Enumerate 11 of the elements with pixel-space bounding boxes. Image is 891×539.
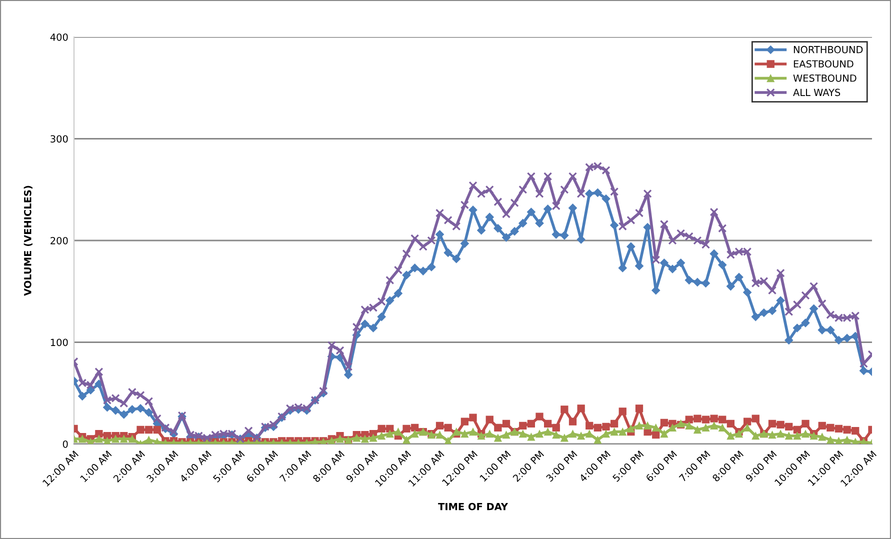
legend-label: NORTHBOUND <box>794 46 863 54</box>
legend-label: WESTBOUND <box>793 74 856 82</box>
y-tick-label: 0 <box>62 440 68 448</box>
y-tick-label: 100 <box>50 338 68 346</box>
y-axis-title: VOLUME (VEHICLES) <box>24 186 32 296</box>
x-axis-title: TIME OF DAY <box>438 502 508 510</box>
legend-label: EASTBOUND <box>794 60 854 68</box>
y-tick-label: 300 <box>50 135 68 143</box>
legend-label: ALL WAYS <box>793 88 840 96</box>
y-tick-label: 200 <box>50 236 68 244</box>
y-tick-label: 400 <box>50 33 68 41</box>
